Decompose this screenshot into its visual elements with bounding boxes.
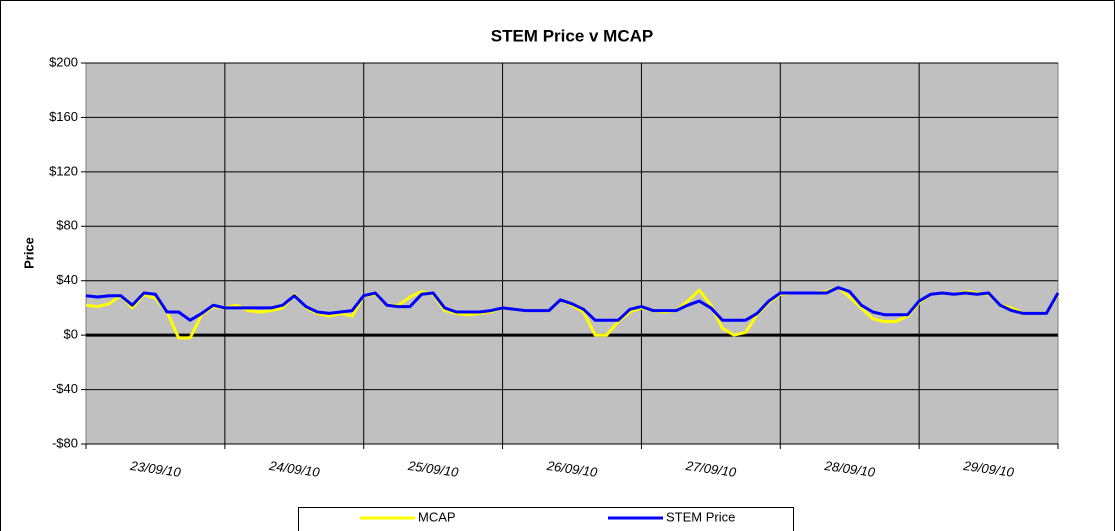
- y-tick-label: $160: [49, 109, 78, 124]
- x-tick-label: 28/09/10: [823, 458, 877, 480]
- legend-label: MCAP: [418, 509, 456, 524]
- x-tick-label: 26/09/10: [545, 458, 599, 480]
- y-axis-label: Price: [21, 237, 36, 269]
- plot-area: [85, 62, 1059, 445]
- series-line: [85, 286, 1060, 322]
- y-tick-label: $200: [49, 54, 78, 69]
- x-tick-label: 24/09/10: [267, 458, 321, 480]
- y-tick-label: -$40: [52, 381, 78, 396]
- y-tick-label: $40: [56, 272, 78, 287]
- x-tick-label: 27/09/10: [684, 458, 738, 480]
- y-tick-label: $0: [64, 327, 78, 342]
- y-tick-label: -$80: [52, 435, 78, 450]
- legend-label: STEM Price: [666, 509, 735, 524]
- y-tick-label: $80: [56, 218, 78, 233]
- y-tick-label: $120: [49, 163, 78, 178]
- legend: [298, 507, 794, 531]
- x-tick-label: 29/09/10: [962, 458, 1016, 480]
- chart-title: STEM Price v MCAP: [491, 26, 654, 45]
- x-tick-label: 25/09/10: [406, 458, 460, 480]
- x-tick-label: 23/09/10: [128, 458, 182, 480]
